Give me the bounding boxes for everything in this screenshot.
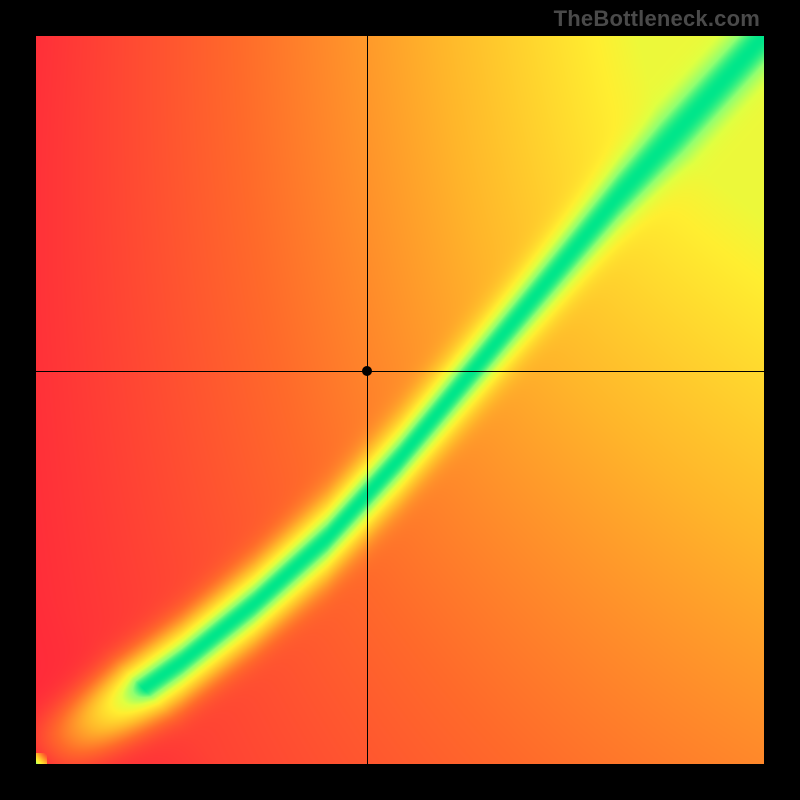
crosshair-dot	[362, 366, 372, 376]
chart-container: TheBottleneck.com	[0, 0, 800, 800]
plot-area	[36, 36, 764, 764]
heatmap-canvas	[36, 36, 764, 764]
crosshair-vertical	[367, 36, 368, 764]
watermark-text: TheBottleneck.com	[554, 6, 760, 32]
crosshair-horizontal	[36, 371, 764, 372]
